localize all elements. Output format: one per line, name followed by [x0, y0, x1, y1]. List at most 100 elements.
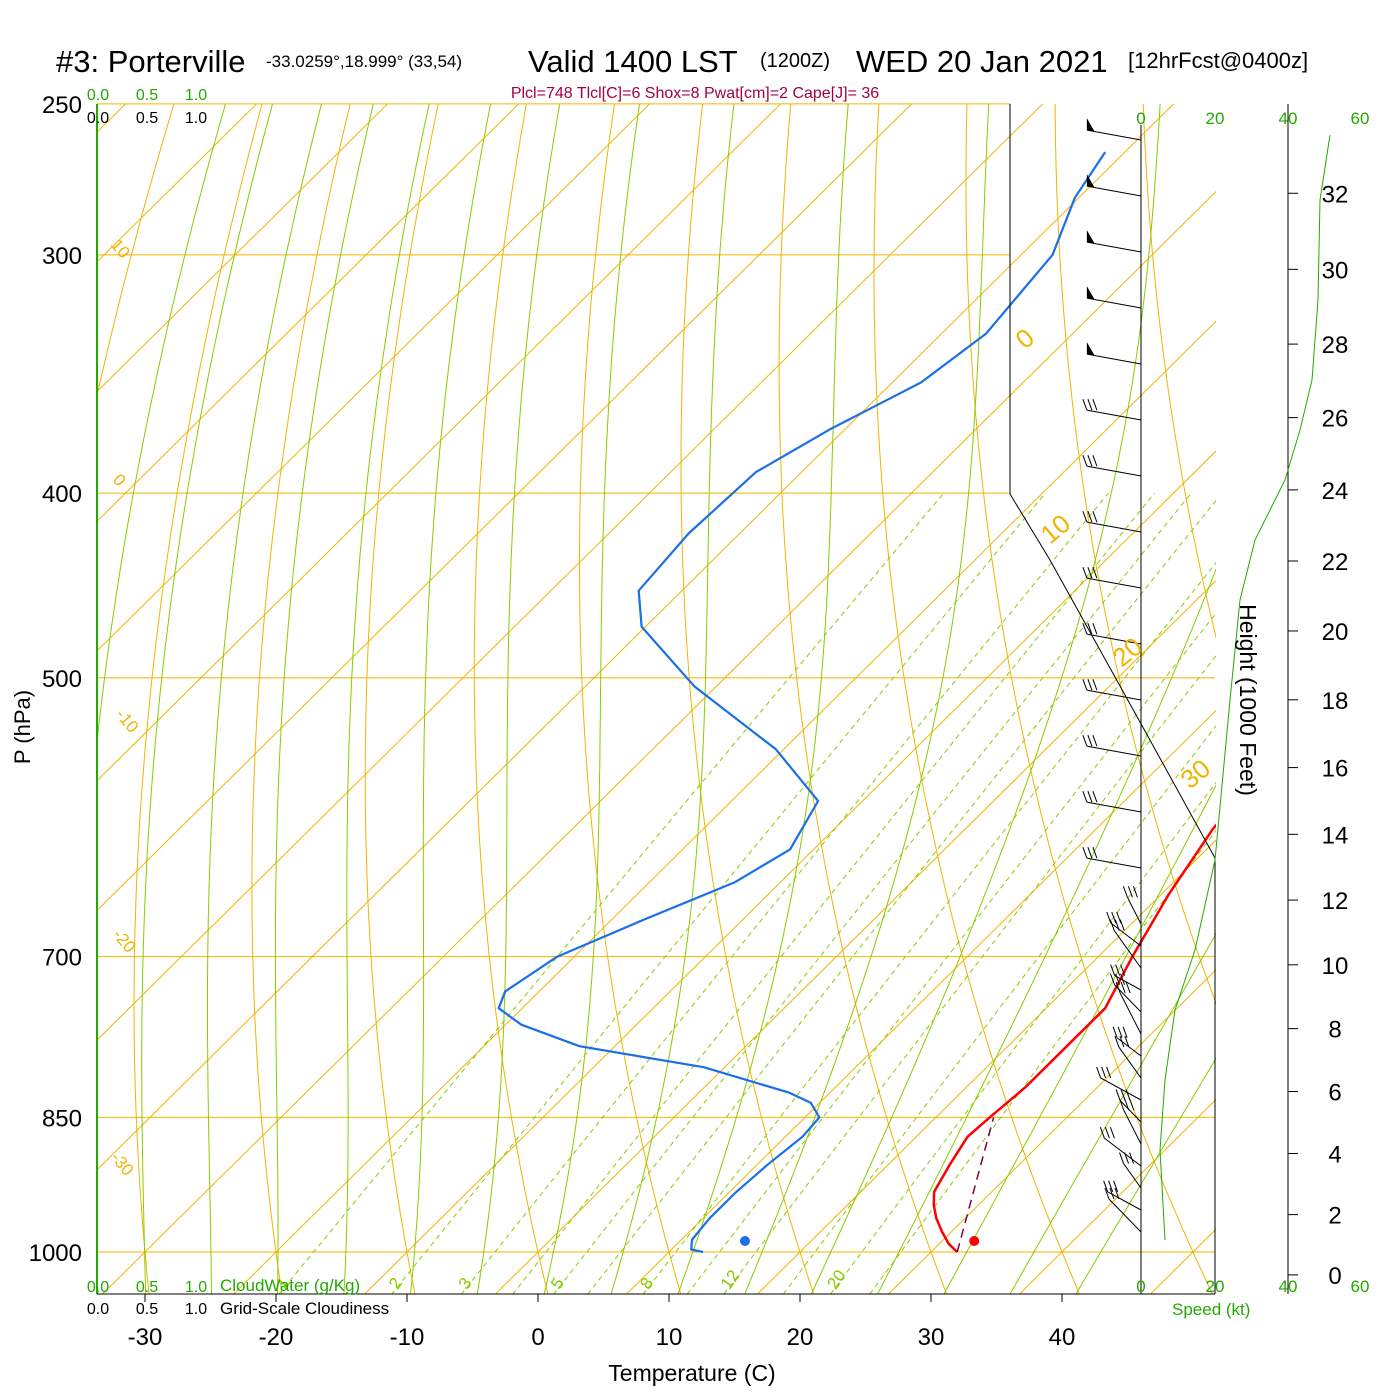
wind-barb-feather	[1112, 1026, 1118, 1039]
height-label-22: 22	[1322, 549, 1349, 576]
cloudwater-label: CloudWater (g/Kg)	[220, 1276, 360, 1295]
isotherm-line	[97, 104, 1044, 1041]
wind-barb-flag	[1086, 230, 1095, 245]
wind-barb	[1086, 185, 1142, 197]
cloudwater-tick-bottom: 0.5	[136, 1279, 158, 1296]
wind-barb-feather	[1119, 1152, 1125, 1164]
speed-label-bottom-0: 0	[1136, 1277, 1145, 1296]
dry-adiabat	[1142, 104, 1216, 639]
wind-barb-feather	[1104, 1187, 1110, 1200]
wind-barb-feather	[1114, 1035, 1120, 1048]
wind-barb	[1107, 1191, 1142, 1211]
wind-barb	[1110, 922, 1142, 947]
mixing-ratio-line	[723, 655, 1216, 1294]
height-label-18: 18	[1322, 688, 1349, 715]
mixing-ratio-line	[460, 492, 1109, 1294]
chart-overlay	[96, 104, 1331, 1302]
cloudiness-tick-bottom: 0.5	[136, 1301, 158, 1318]
wind-barb-feather	[1104, 1126, 1110, 1139]
wind-barb-feather	[1087, 678, 1093, 691]
wind-barb-feather	[1092, 454, 1098, 467]
dry-adiabat	[873, 104, 1081, 1294]
theta-label: 10	[1035, 508, 1076, 550]
wind-barb-feather	[1116, 911, 1122, 924]
speed-label-top-40: 40	[1279, 109, 1298, 128]
wind-speed-line	[1159, 134, 1331, 1241]
wind-barb-flag	[1086, 342, 1095, 357]
cloudwater-tick-bottom: 1.0	[185, 1279, 207, 1296]
height-label-26: 26	[1322, 406, 1349, 433]
temperature-label--30: -30	[128, 1324, 163, 1351]
dry-adiabat	[1054, 104, 1216, 1005]
wind-barb-feather	[1099, 1126, 1105, 1139]
isotherm-line	[97, 104, 651, 652]
wind-barb-feather	[1124, 1035, 1130, 1048]
wind-barb-feather	[1129, 1152, 1135, 1164]
dewpoint-line	[497, 151, 1107, 1254]
zulu-time: (1200Z)	[760, 50, 830, 72]
station-title: #3: Porterville	[56, 44, 246, 79]
wind-barb	[1086, 801, 1142, 813]
isotherm-label: -30	[107, 1148, 137, 1179]
wind-barb-flag	[1086, 286, 1095, 301]
wind-barb	[1086, 297, 1142, 309]
wind-barb-feather	[1122, 886, 1128, 898]
wind-barb-feather	[1113, 1180, 1119, 1192]
height-label-32: 32	[1322, 181, 1349, 208]
moist-adiabat	[274, 104, 374, 1294]
speed-label-bottom-40: 40	[1279, 1277, 1298, 1296]
cloudiness-tick-top: 1.0	[185, 110, 207, 127]
mixing-ratio-label: 2	[385, 1274, 406, 1293]
wind-barb-feather	[1092, 790, 1098, 803]
wind-barb	[1086, 577, 1142, 589]
height-label-14: 14	[1322, 822, 1349, 849]
wind-barb	[1119, 992, 1142, 1035]
moist-adiabat	[1009, 932, 1216, 1294]
wind-barb-feather	[1087, 510, 1093, 523]
mixing-ratio-label: 3	[455, 1274, 476, 1293]
valid-date: WED 20 Jan 2021	[856, 44, 1108, 79]
mixing-ratio-lines	[278, 492, 1216, 1294]
moist-adiabat-lines	[97, 104, 1216, 1294]
speed-label-bottom-60: 60	[1351, 1277, 1370, 1296]
wind-barb-feather	[1103, 1180, 1109, 1192]
wind-barb	[1126, 897, 1142, 925]
wind-barb-feather	[1114, 919, 1120, 931]
height-label-12: 12	[1322, 888, 1349, 915]
pressure-label-1000: 1000	[29, 1240, 82, 1267]
station-coords: -33.0259°,18.999° (33,54)	[266, 52, 462, 71]
isotherm-line	[232, 320, 1216, 1294]
wind-barb-feather	[1092, 846, 1098, 859]
moist-adiabat	[877, 568, 1216, 1294]
temperature-label--20: -20	[259, 1324, 294, 1351]
isotherm-line	[97, 104, 389, 393]
isotherm-lines	[97, 104, 1216, 1294]
wind-barb-feather	[1120, 973, 1125, 985]
wind-barb-feather	[1109, 1126, 1115, 1139]
pressure-label-850: 850	[42, 1105, 82, 1132]
wind-barb-feather	[1109, 919, 1115, 931]
temperature-label-30: 30	[918, 1324, 945, 1351]
theta-label: 20	[1107, 631, 1148, 673]
mixing-ratio-line	[642, 561, 1216, 1294]
cloudwater-tick-top: 0.0	[87, 87, 109, 104]
wind-barb-feather	[1124, 1098, 1130, 1111]
wind-barb	[1086, 745, 1142, 757]
wind-barb-feather	[1082, 398, 1088, 411]
speed-label-top-60: 60	[1351, 109, 1370, 128]
wind-barb	[1086, 409, 1142, 421]
wind-barb	[1118, 1046, 1142, 1079]
isotherm-line	[101, 190, 1216, 1294]
height-label-16: 16	[1322, 756, 1349, 783]
dry-adiabat	[251, 104, 351, 1294]
isotherm-label: -10	[112, 705, 142, 736]
surface-dewpoint-marker	[739, 1236, 750, 1246]
temperature-label-20: 20	[787, 1324, 814, 1351]
wind-barb-feather	[1117, 1026, 1123, 1039]
height-label-6: 6	[1328, 1080, 1341, 1107]
speed-axis-title: Speed (kt)	[1172, 1300, 1250, 1319]
wind-barb-feather	[1092, 566, 1098, 579]
wind-barb-feather	[1119, 919, 1125, 931]
moist-adiabat	[97, 104, 226, 747]
wind-barb-flag	[1086, 118, 1095, 133]
